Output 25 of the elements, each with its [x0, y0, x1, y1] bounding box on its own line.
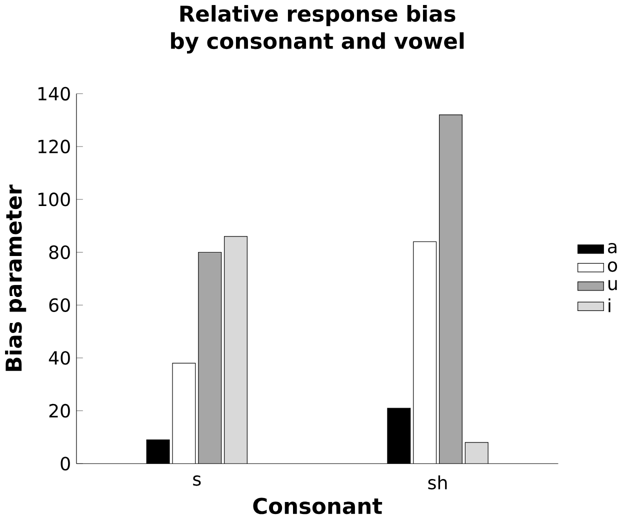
x-tick-label: s [193, 475, 201, 486]
bar [413, 241, 437, 464]
legend-label: a [608, 242, 616, 254]
y-tick-label: 40 [48, 350, 70, 365]
bar [438, 114, 462, 464]
legend-label: i [608, 298, 610, 312]
chart-title: Relative response bias by consonant and vowel [171, 4, 464, 54]
y-tick-label: 80 [49, 245, 70, 260]
bar [198, 252, 222, 464]
bar [464, 442, 488, 464]
bar [387, 408, 411, 464]
bar [146, 439, 170, 464]
y-tick-label: 120 [38, 140, 70, 154]
x-tick-label: sh [428, 475, 447, 490]
bar [224, 236, 248, 464]
y-axis-title: Bias parameter [5, 184, 26, 371]
legend-label: u [608, 280, 617, 290]
y-tick-label: 0 [60, 456, 70, 470]
y-tick-label: 100 [38, 192, 70, 206]
bar [172, 362, 196, 464]
y-tick-label: 60 [49, 298, 70, 312]
legend-label: o [608, 261, 618, 272]
y-tick-label: 140 [38, 86, 70, 100]
x-axis-title: Consonant [253, 498, 382, 514]
y-tick-label: 20 [49, 404, 70, 418]
